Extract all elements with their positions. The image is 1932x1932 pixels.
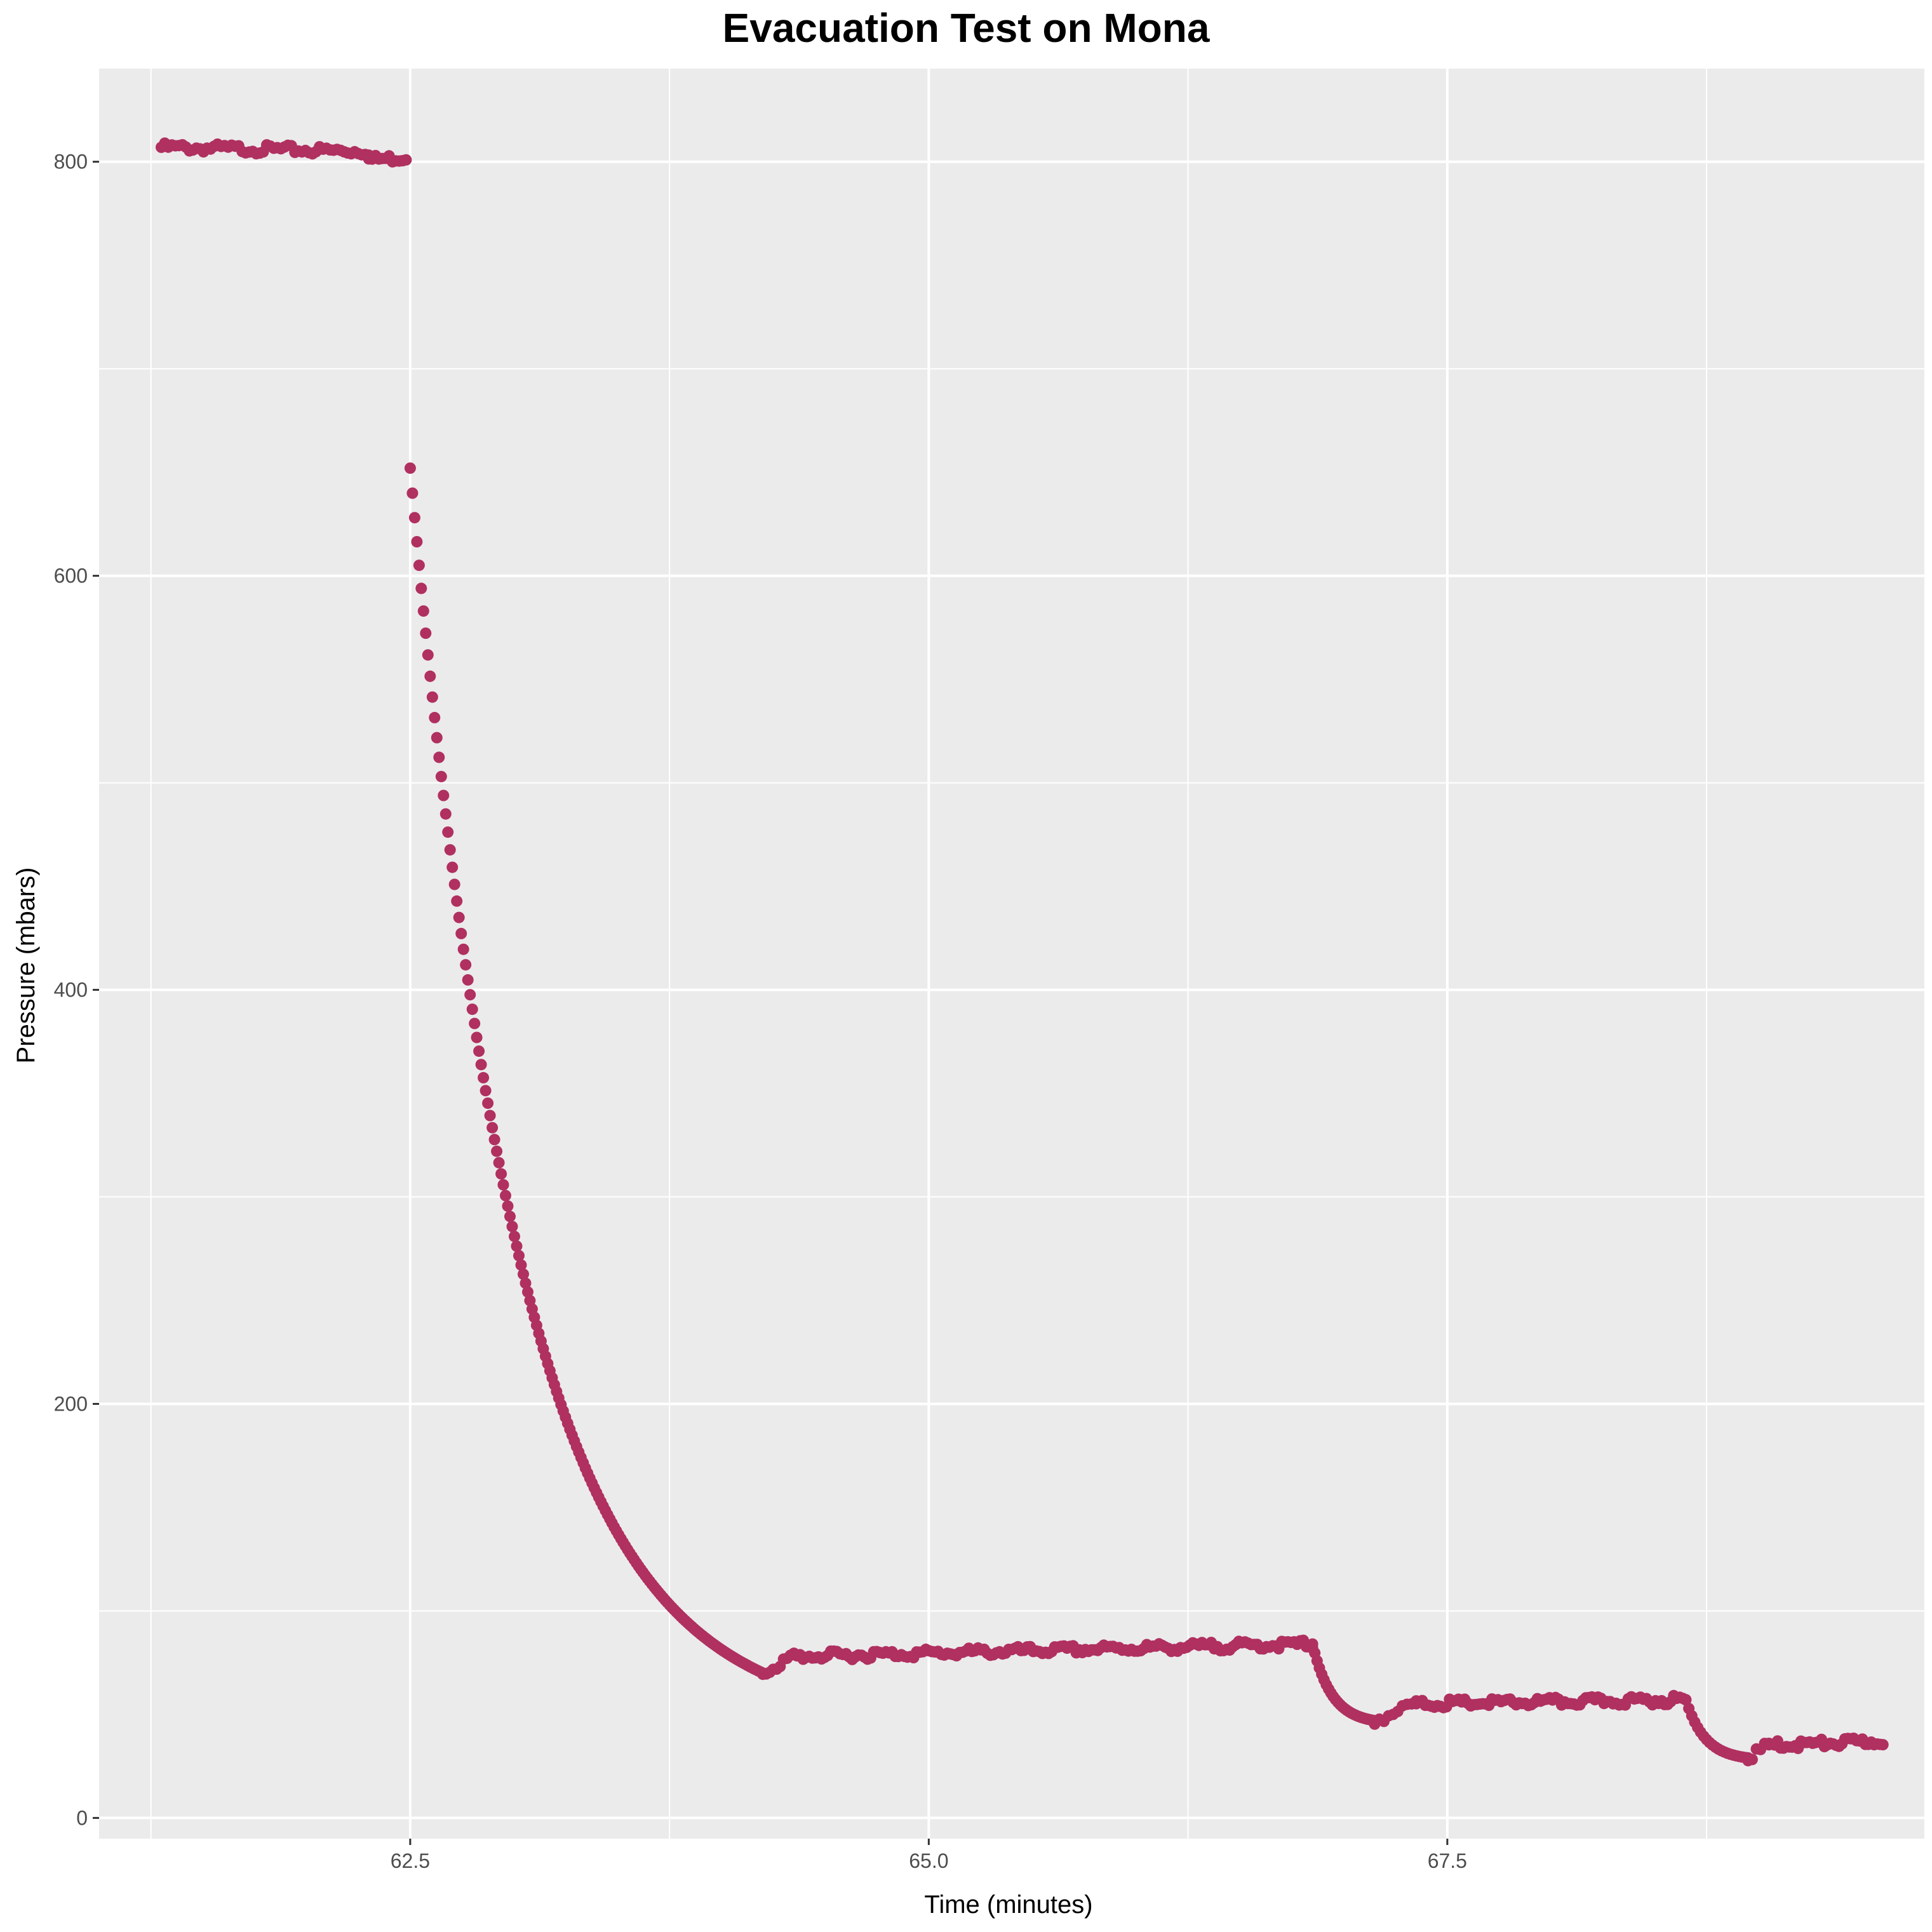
y-tick-label: 0 <box>76 1806 88 1829</box>
data-point <box>493 1157 505 1169</box>
data-point <box>497 1179 509 1191</box>
data-point <box>475 1059 487 1071</box>
data-point <box>466 1003 478 1016</box>
data-point <box>455 927 467 939</box>
data-point <box>448 878 460 890</box>
data-point <box>420 627 432 639</box>
data-point <box>444 844 456 856</box>
y-axis-title: Pressure (mbars) <box>12 868 40 1064</box>
data-point <box>504 1211 516 1223</box>
data-point <box>413 560 425 572</box>
data-point <box>424 670 436 682</box>
x-axis-title: Time (minutes) <box>924 1891 1092 1919</box>
data-point <box>406 487 419 499</box>
data-point <box>495 1168 507 1180</box>
data-point <box>408 512 420 524</box>
x-tick-label: 67.5 <box>1428 1849 1467 1872</box>
data-point <box>460 959 472 971</box>
data-point <box>502 1200 514 1212</box>
data-point <box>439 808 452 820</box>
data-points <box>156 137 1889 1767</box>
y-tick-label: 400 <box>54 979 88 1002</box>
data-point <box>422 649 434 661</box>
data-point <box>1877 1739 1889 1751</box>
data-point <box>482 1097 494 1109</box>
data-point <box>442 826 454 838</box>
data-point <box>511 1240 523 1252</box>
data-point <box>513 1250 525 1262</box>
data-point <box>518 1268 529 1280</box>
data-point <box>404 462 416 474</box>
data-point <box>473 1045 485 1057</box>
chart-title: Evacuation Test on Mona <box>723 5 1210 51</box>
data-point <box>415 582 427 594</box>
data-point <box>429 711 441 723</box>
data-point <box>446 861 459 873</box>
x-tick-label: 62.5 <box>391 1849 430 1872</box>
data-point <box>484 1110 496 1122</box>
data-point <box>491 1145 503 1157</box>
data-point <box>1680 1694 1692 1706</box>
data-point <box>469 1017 481 1030</box>
data-point <box>522 1286 533 1298</box>
data-point <box>457 943 469 955</box>
y-tick-label: 800 <box>54 151 88 173</box>
data-point <box>426 691 438 703</box>
data-point <box>464 989 476 1001</box>
plot-panel <box>99 69 1924 1839</box>
data-point <box>417 605 429 617</box>
data-point <box>400 154 412 166</box>
data-point <box>471 1031 483 1043</box>
data-point <box>506 1221 518 1233</box>
data-point <box>486 1122 499 1134</box>
y-tick-label: 200 <box>54 1392 88 1415</box>
data-point <box>435 770 447 782</box>
data-point <box>500 1190 511 1202</box>
data-point <box>433 751 445 763</box>
data-point <box>478 1071 490 1083</box>
data-point <box>520 1277 532 1289</box>
data-point <box>488 1134 500 1146</box>
data-point <box>451 895 463 907</box>
data-point <box>509 1230 520 1242</box>
data-point <box>462 974 474 986</box>
data-point <box>480 1085 492 1097</box>
data-point <box>438 789 450 802</box>
data-point <box>1306 1638 1318 1650</box>
minor-gridlines <box>99 69 1924 1839</box>
data-point <box>515 1259 527 1271</box>
data-point <box>453 911 465 923</box>
y-axis-ticks: 0 200 400 600 800 <box>54 151 99 1829</box>
y-tick-label: 600 <box>54 565 88 587</box>
data-point <box>431 732 443 744</box>
x-tick-label: 65.0 <box>909 1849 948 1872</box>
data-point <box>1746 1754 1758 1766</box>
x-axis-ticks: 62.5 65.0 67.5 <box>391 1839 1467 1872</box>
data-point <box>411 536 423 547</box>
